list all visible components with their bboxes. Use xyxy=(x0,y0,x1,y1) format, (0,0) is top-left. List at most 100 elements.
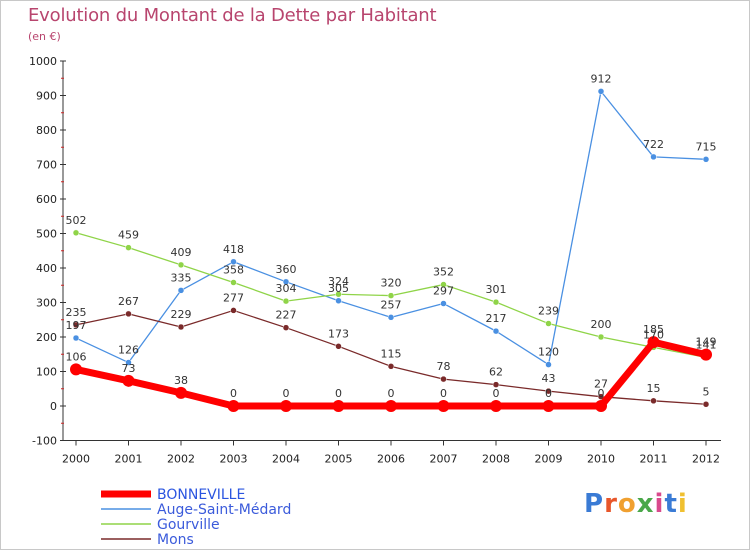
y-tick-label: 500 xyxy=(36,228,57,241)
data-label: 0 xyxy=(230,387,237,400)
x-tick-label: 2005 xyxy=(325,453,353,466)
data-point xyxy=(230,307,237,314)
data-point xyxy=(282,297,290,305)
x-tick-label: 2008 xyxy=(482,453,510,466)
x-tick-label: 2001 xyxy=(115,453,143,466)
y-tick-label: -100 xyxy=(32,435,57,448)
data-label: 352 xyxy=(433,266,454,279)
data-point xyxy=(335,290,342,298)
data-label: 0 xyxy=(283,387,290,400)
logo-letter: i xyxy=(677,489,688,519)
data-label: 126 xyxy=(118,344,139,357)
data-point xyxy=(335,343,342,350)
data-label: 257 xyxy=(381,298,402,311)
data-point xyxy=(177,261,185,269)
data-label: 0 xyxy=(388,387,395,400)
data-label: 120 xyxy=(538,346,559,359)
logo-letter: x xyxy=(636,489,655,519)
data-label: 358 xyxy=(223,263,244,276)
data-label: 115 xyxy=(381,347,402,360)
data-label: 324 xyxy=(328,275,349,288)
data-label: 141 xyxy=(696,338,717,351)
data-label: 78 xyxy=(437,360,451,373)
data-point xyxy=(595,400,607,412)
series-line-1 xyxy=(75,90,707,366)
data-label: 170 xyxy=(643,328,664,341)
data-label: 277 xyxy=(223,291,244,304)
y-tick-label: 900 xyxy=(36,90,57,103)
x-tick-label: 2006 xyxy=(377,453,405,466)
data-label: 0 xyxy=(335,387,342,400)
data-point xyxy=(597,88,605,95)
data-label: 149 xyxy=(696,336,717,349)
x-tick-label: 2011 xyxy=(640,453,668,466)
data-label: 229 xyxy=(171,308,192,321)
data-label: 5 xyxy=(703,385,710,398)
x-tick-label: 2000 xyxy=(62,453,90,466)
data-point xyxy=(282,324,290,331)
data-point xyxy=(125,244,132,251)
data-label: 73 xyxy=(122,362,136,375)
data-label: 0 xyxy=(440,387,447,400)
data-point xyxy=(492,298,500,306)
data-label: 173 xyxy=(328,327,349,340)
data-label: 62 xyxy=(489,366,503,379)
data-label: 301 xyxy=(486,283,507,296)
data-label: 235 xyxy=(66,306,87,319)
data-label: 502 xyxy=(66,214,87,227)
data-point xyxy=(70,363,82,376)
data-point xyxy=(490,400,502,412)
data-label: 335 xyxy=(171,271,192,284)
x-tick-label: 2004 xyxy=(272,453,300,466)
data-label: 197 xyxy=(66,319,87,332)
data-point xyxy=(647,336,660,349)
data-label: 27 xyxy=(594,378,608,391)
legend-label: Mons xyxy=(157,532,194,548)
data-label: 185 xyxy=(643,323,664,336)
data-label: 459 xyxy=(118,229,139,242)
data-point xyxy=(72,334,80,342)
y-tick-label: 100 xyxy=(36,366,57,379)
y-tick-label: 200 xyxy=(36,331,57,344)
data-point xyxy=(280,400,292,412)
data-label: 217 xyxy=(486,312,507,325)
data-label: 912 xyxy=(591,72,612,85)
data-point xyxy=(175,386,187,399)
x-tick-label: 2010 xyxy=(587,453,615,466)
data-label: 15 xyxy=(647,382,661,395)
data-point xyxy=(650,397,657,405)
data-point xyxy=(492,327,500,335)
x-tick-label: 2009 xyxy=(535,453,563,466)
data-label: 305 xyxy=(328,282,349,295)
y-tick-label: 1000 xyxy=(29,55,57,68)
data-point xyxy=(492,381,500,388)
data-point xyxy=(545,361,552,368)
data-label: 239 xyxy=(538,305,559,318)
data-point xyxy=(542,400,555,412)
data-point xyxy=(385,400,397,412)
data-point xyxy=(72,229,80,237)
y-tick-label: 0 xyxy=(50,400,57,413)
data-label: 297 xyxy=(433,285,454,298)
data-point xyxy=(125,310,132,318)
data-point xyxy=(125,359,132,366)
data-label: 320 xyxy=(381,277,402,290)
data-point xyxy=(387,292,395,299)
logo-letter: t xyxy=(664,489,678,519)
data-point xyxy=(177,287,185,294)
data-label: 715 xyxy=(696,140,717,153)
data-point xyxy=(230,279,237,286)
logo-letter: P xyxy=(584,489,605,519)
data-point xyxy=(545,320,552,327)
chart-subtitle: (en €) xyxy=(28,30,61,43)
data-label: 0 xyxy=(545,387,552,400)
data-point xyxy=(230,258,237,266)
proxiti-logo: Proxiti xyxy=(584,489,688,519)
data-point xyxy=(387,314,395,321)
data-label: 418 xyxy=(223,243,244,256)
data-point xyxy=(332,400,345,412)
data-point xyxy=(545,387,552,395)
data-point xyxy=(440,281,447,288)
data-label: 267 xyxy=(118,295,139,308)
